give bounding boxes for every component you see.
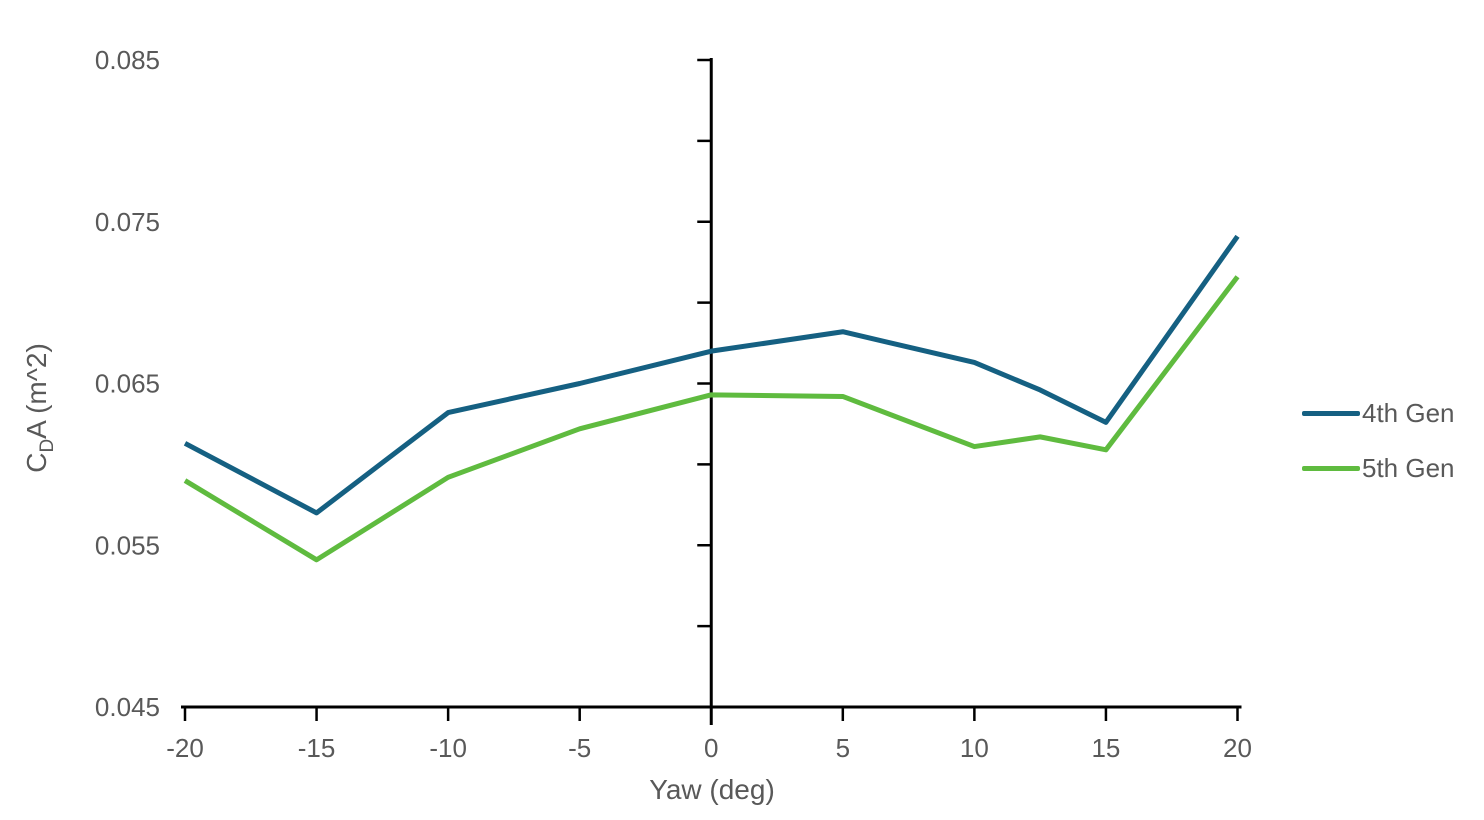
y-tick-label: 0.085 bbox=[95, 45, 160, 75]
x-tick-label: -5 bbox=[568, 733, 591, 763]
x-axis-title: Yaw (deg) bbox=[649, 774, 775, 805]
y-tick-label: 0.065 bbox=[95, 369, 160, 399]
y-tick-label: 0.045 bbox=[95, 692, 160, 722]
x-tick-label: -15 bbox=[298, 733, 336, 763]
y-tick-label: 0.075 bbox=[95, 207, 160, 237]
y-axis-title-units: A (m^2) bbox=[21, 343, 53, 439]
legend-swatch-4th-gen bbox=[1302, 410, 1360, 416]
legend-label-5th-gen: 5th Gen bbox=[1362, 452, 1455, 483]
x-tick-label: -10 bbox=[429, 733, 467, 763]
x-tick-label: -20 bbox=[166, 733, 204, 763]
series-line-4th-gen bbox=[183, 234, 1240, 516]
y-axis-title: CDA (m^2) bbox=[21, 343, 59, 473]
legend-item-4th-gen: 4th Gen bbox=[1302, 398, 1455, 428]
x-tick-label: 10 bbox=[960, 733, 989, 763]
series-line-5th-gen bbox=[183, 275, 1240, 563]
legend-item-5th-gen: 5th Gen bbox=[1302, 453, 1455, 483]
x-tick-label: 15 bbox=[1091, 733, 1120, 763]
legend-label-4th-gen: 4th Gen bbox=[1362, 397, 1455, 428]
x-tick-label: 20 bbox=[1223, 733, 1252, 763]
x-tick-label: 0 bbox=[704, 733, 718, 763]
legend-swatch-5th-gen bbox=[1302, 465, 1360, 471]
y-axis-title-main: C bbox=[21, 452, 53, 473]
y-tick-label: 0.055 bbox=[95, 530, 160, 560]
x-tick-label: 5 bbox=[836, 733, 850, 763]
y-axis-title-subscript: D bbox=[36, 438, 58, 453]
